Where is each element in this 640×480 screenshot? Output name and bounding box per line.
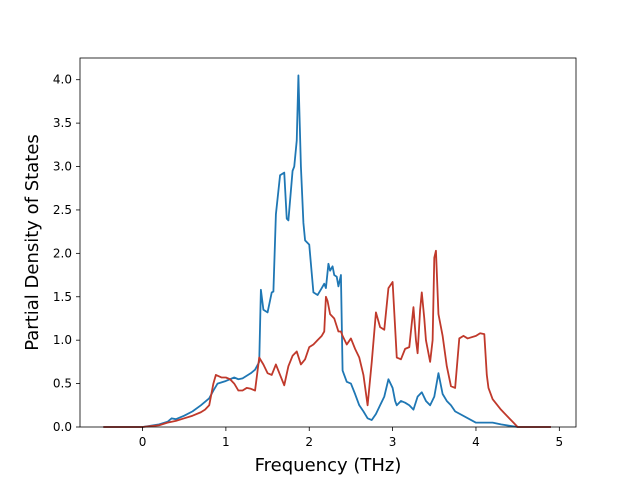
y-tick-label: 3.0	[53, 160, 72, 174]
y-tick-label: 3.5	[53, 116, 72, 130]
y-tick-label: 0.5	[53, 377, 72, 391]
x-axis: 0 1 2 3 4 5	[139, 427, 563, 449]
x-tick-label: 1	[222, 435, 230, 449]
x-tick-label: 2	[305, 435, 313, 449]
y-tick-label: 0.0	[53, 420, 72, 434]
y-tick-label: 1.0	[53, 333, 72, 347]
series-line-1	[103, 74, 551, 428]
series-line-2	[103, 249, 551, 428]
x-tick-label: 5	[556, 435, 564, 449]
x-axis-label: Frequency (THz)	[255, 455, 402, 476]
axes-frame	[79, 57, 577, 428]
x-tick-label: 0	[139, 435, 147, 449]
y-tick-label: 4.0	[53, 73, 72, 87]
x-tick-label: 3	[389, 435, 397, 449]
y-tick-label: 2.0	[53, 246, 72, 260]
series-layer	[103, 74, 551, 428]
y-tick-label: 1.5	[53, 290, 72, 304]
y-tick-label: 2.5	[53, 203, 72, 217]
y-axis-label: Partial Density of States	[22, 134, 43, 351]
y-axis: 0.0 0.5 1.0 1.5 2.0 2.5 3.0 3.5 4.0	[53, 73, 80, 434]
x-tick-label: 4	[472, 435, 480, 449]
